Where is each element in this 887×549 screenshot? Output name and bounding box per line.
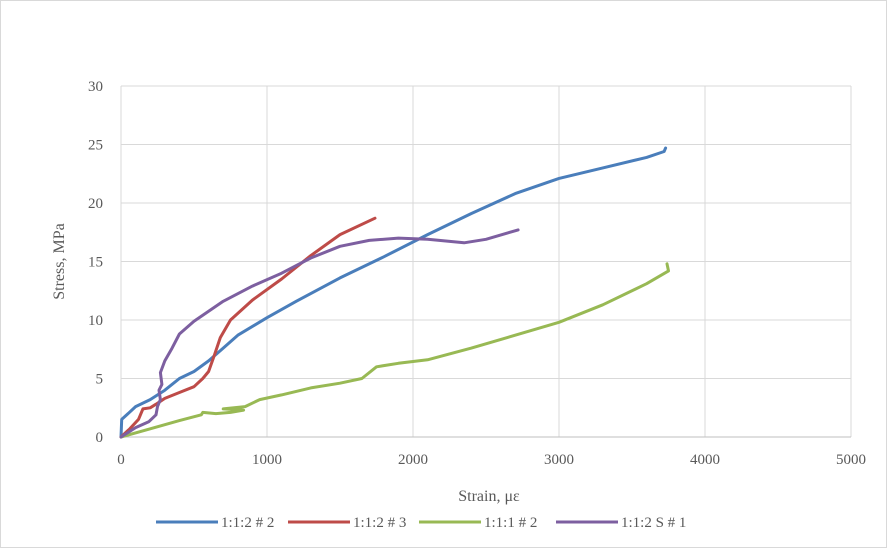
legend-item: 1:1:2 # 2 [156, 515, 274, 531]
x-tick-label: 5000 [836, 452, 866, 468]
legend-label: 1:1:2 # 2 [221, 515, 274, 531]
y-tick-label: 10 [88, 313, 103, 329]
legend-item: 1:1:2 S # 1 [556, 515, 686, 531]
x-tick-label: 0 [117, 452, 125, 468]
series-line-1 [119, 146, 668, 439]
y-tick-label: 20 [88, 196, 103, 212]
x-tick-label: 1000 [252, 452, 282, 468]
y-tick-label: 15 [88, 255, 103, 271]
series-layer [119, 146, 670, 439]
x-tick-label: 3000 [544, 452, 574, 468]
series-line-3 [119, 262, 670, 439]
legend-label: 1:1:2 S # 1 [621, 515, 686, 531]
legend-item: 1:1:1 # 2 [419, 515, 537, 531]
gridlines [120, 85, 852, 438]
legend-item: 1:1:2 # 3 [288, 515, 406, 531]
x-axis-title: Strain, με [458, 488, 520, 505]
y-tick-labels: 0 5 10 15 20 25 30 [88, 79, 103, 446]
legend-label: 1:1:2 # 3 [353, 515, 406, 531]
legend-label: 1:1:1 # 2 [484, 515, 537, 531]
series-line-2 [119, 216, 377, 439]
x-tick-label: 2000 [398, 452, 428, 468]
y-tick-label: 30 [88, 79, 103, 95]
legend: 1:1:2 # 2 1:1:2 # 3 1:1:1 # 2 1:1:2 S # 1 [156, 515, 686, 531]
x-tick-labels: 0 1000 2000 3000 4000 5000 [117, 452, 866, 468]
y-tick-label: 5 [96, 372, 104, 388]
series-line-4 [119, 228, 520, 439]
y-axis-title: Stress, MPa [51, 223, 68, 299]
y-tick-label: 25 [88, 138, 103, 154]
y-tick-label: 0 [96, 430, 104, 446]
x-tick-label: 4000 [690, 452, 720, 468]
